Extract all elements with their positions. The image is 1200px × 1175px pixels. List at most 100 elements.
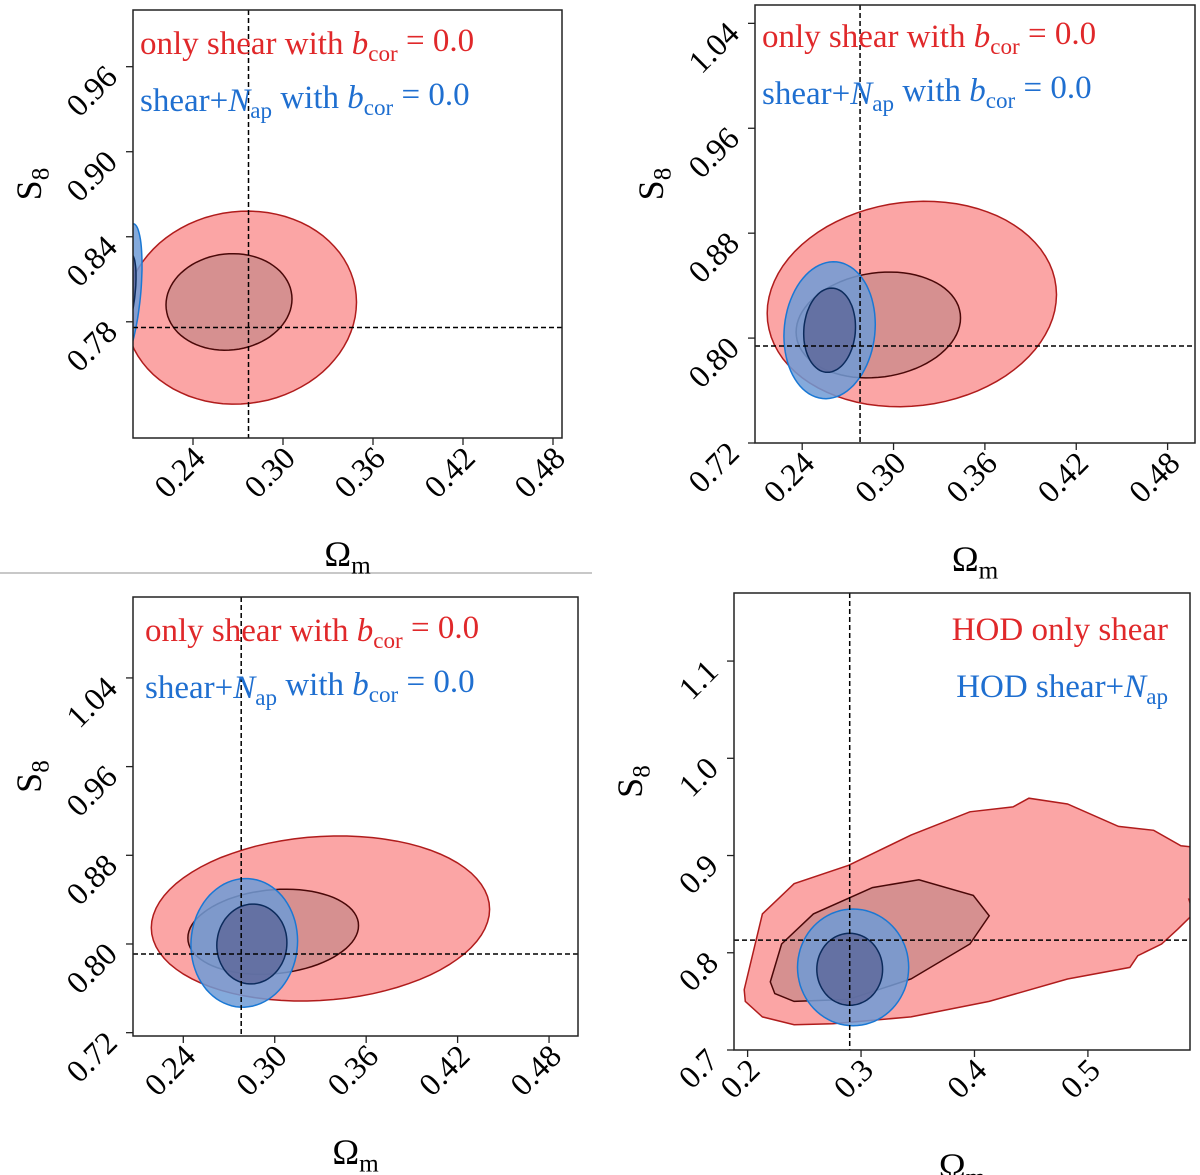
x-tick-label: 0.48 bbox=[503, 1037, 568, 1102]
legend-entry: shear+Nap​ with bcor​ = 0.0 bbox=[140, 77, 470, 123]
contour-blue-68 bbox=[802, 287, 857, 374]
x-axis-label-segment: Ω bbox=[952, 539, 979, 579]
x-tick-label: 0.30 bbox=[847, 444, 912, 509]
y-tick-label: 0.96 bbox=[59, 758, 124, 823]
x-axis-label: Ωm​ bbox=[952, 539, 999, 585]
y-tick-label: 1.04 bbox=[681, 15, 746, 80]
x-tick-label: 0.36 bbox=[320, 1037, 385, 1102]
legend-entry-segment: = 0.0 bbox=[1020, 16, 1096, 52]
legend-entry-segment: with bbox=[277, 667, 352, 703]
x-axis-label: Ωm​ bbox=[939, 1146, 986, 1175]
y-tick-label: 0.72 bbox=[681, 434, 746, 499]
x-tick-label: 0.24 bbox=[756, 444, 821, 509]
y-axis-label: S8​ bbox=[9, 760, 55, 793]
legend-entry: HOD shear+Nap​ bbox=[956, 669, 1168, 709]
legend-entry-segment: with bbox=[272, 80, 347, 116]
legend-entry-segment: only shear with bbox=[145, 613, 357, 649]
legend-entry-segment: shear+ bbox=[762, 76, 850, 112]
x-axis-label-segment: m bbox=[966, 1165, 986, 1175]
legend-entry: shear+Nap​ with bcor​ = 0.0 bbox=[762, 70, 1092, 116]
y-tick-label: 0.9 bbox=[671, 847, 725, 901]
legend-entry-segment: cor bbox=[373, 627, 403, 653]
y-tick-label: 0.78 bbox=[59, 313, 124, 378]
x-tick-label: 0.36 bbox=[327, 439, 392, 504]
contour-blue-95 bbox=[133, 222, 143, 344]
legend-entry-segment: cor bbox=[368, 40, 398, 66]
legend-entry-segment: N bbox=[227, 83, 252, 119]
contours bbox=[133, 597, 578, 1036]
plot-frame bbox=[733, 592, 1191, 1051]
legend-entry-segment: only shear with bbox=[140, 26, 352, 62]
x-tick-label: 0.4 bbox=[940, 1051, 994, 1105]
legend-entry-segment: ap bbox=[1146, 683, 1168, 709]
x-tick-label: 0.30 bbox=[229, 1037, 294, 1102]
x-axis-label-segment: Ω bbox=[332, 1132, 359, 1172]
legend-entry: only shear with bcor​ = 0.0 bbox=[140, 23, 474, 66]
y-tick-label: 0.8 bbox=[671, 944, 725, 998]
x-axis-label: Ωm​ bbox=[332, 1132, 379, 1175]
legend-entry-segment: = 0.0 bbox=[398, 664, 474, 700]
x-tick-label: 0.2 bbox=[713, 1051, 767, 1105]
y-axis-label-segment: 8 bbox=[28, 168, 55, 181]
legend-entry-segment: N bbox=[849, 76, 874, 112]
legend-entry: only shear with bcor​ = 0.0 bbox=[762, 16, 1096, 59]
legend-entry-segment: cor bbox=[369, 681, 399, 707]
legend-entry-segment: HOD shear+ bbox=[956, 669, 1124, 705]
panel-1: 0.24 0.30 0.36 0.42 0.48 0.78 0.84 0.90 0.96 Ωm​ S… bbox=[9, 9, 572, 580]
legend-entry-segment: ap bbox=[872, 90, 894, 116]
x-tick-label: 0.48 bbox=[1121, 444, 1186, 509]
legend-entry: only shear with bcor​ = 0.0 bbox=[145, 610, 479, 653]
x-tick-label: 0.24 bbox=[147, 439, 212, 504]
y-tick-label: 0.72 bbox=[59, 1024, 124, 1089]
x-axis-label-segment: Ω bbox=[939, 1146, 966, 1175]
legend-entry-segment: b bbox=[352, 667, 369, 703]
legend-entry-segment: ap bbox=[250, 97, 272, 123]
legend-entry-segment: b bbox=[357, 613, 374, 649]
legend-entry-segment: shear+ bbox=[140, 83, 228, 119]
plot-frame bbox=[132, 596, 579, 1037]
y-tick-label: 0.88 bbox=[681, 225, 746, 290]
contours bbox=[734, 593, 1190, 1050]
legend-entry: shear+Nap​ with bcor​ = 0.0 bbox=[145, 664, 475, 710]
y-tick-label: 0.84 bbox=[59, 228, 124, 293]
x-axis-label-segment: m bbox=[359, 1151, 379, 1175]
legend-entry-segment: with bbox=[894, 73, 969, 109]
legend-entry-segment: = 0.0 bbox=[1015, 70, 1091, 106]
y-tick-label: 0.80 bbox=[681, 330, 746, 395]
y-axis-label: S8​ bbox=[631, 168, 677, 201]
y-axis-label: S8​ bbox=[610, 765, 656, 798]
legend-entry-segment: only shear with bbox=[762, 19, 974, 55]
legend-entry-segment: HOD only shear bbox=[952, 612, 1168, 648]
y-axis-label-segment: S bbox=[9, 773, 49, 793]
legend-entry-segment: = 0.0 bbox=[398, 23, 474, 59]
x-tick-label: 0.30 bbox=[237, 439, 302, 504]
x-tick-label: 0.42 bbox=[417, 439, 482, 504]
plot-frame bbox=[754, 4, 1196, 444]
y-tick-label: 0.7 bbox=[671, 1041, 725, 1095]
panel-4: 0.2 0.3 0.4 0.5 0.7 0.8 0.9 1.0 1.1 Ωm​ S8​ HOD onl… bbox=[610, 592, 1191, 1175]
x-tick-label: 0.42 bbox=[1030, 444, 1095, 509]
y-tick-label: 0.96 bbox=[59, 58, 124, 123]
x-axis-label-segment: m bbox=[979, 558, 999, 585]
y-tick-label: 1.04 bbox=[59, 669, 124, 734]
x-tick-label: 0.5 bbox=[1053, 1051, 1107, 1105]
contours bbox=[755, 5, 1195, 443]
legend-entry-segment: N bbox=[1123, 669, 1148, 705]
contours bbox=[133, 10, 562, 438]
legend-entry: HOD only shear bbox=[952, 612, 1168, 648]
x-tick-label: 0.36 bbox=[939, 444, 1004, 509]
legend-entry-segment: b bbox=[352, 26, 369, 62]
y-tick-label: 1.0 bbox=[671, 750, 725, 804]
x-axis-label-segment: Ω bbox=[324, 534, 351, 574]
legend-entry-segment: = 0.0 bbox=[393, 77, 469, 113]
x-tick-label: 0.42 bbox=[412, 1037, 477, 1102]
y-axis-label-segment: S bbox=[610, 778, 650, 798]
legend-entry-segment: b bbox=[974, 19, 991, 55]
legend-entry-segment: shear+ bbox=[145, 670, 233, 706]
legend-entry-segment: N bbox=[232, 670, 257, 706]
y-axis-label-segment: S bbox=[9, 180, 49, 200]
y-axis-label: S8​ bbox=[9, 168, 55, 201]
x-tick-label: 0.24 bbox=[137, 1037, 202, 1102]
y-tick-label: 0.80 bbox=[59, 935, 124, 1000]
